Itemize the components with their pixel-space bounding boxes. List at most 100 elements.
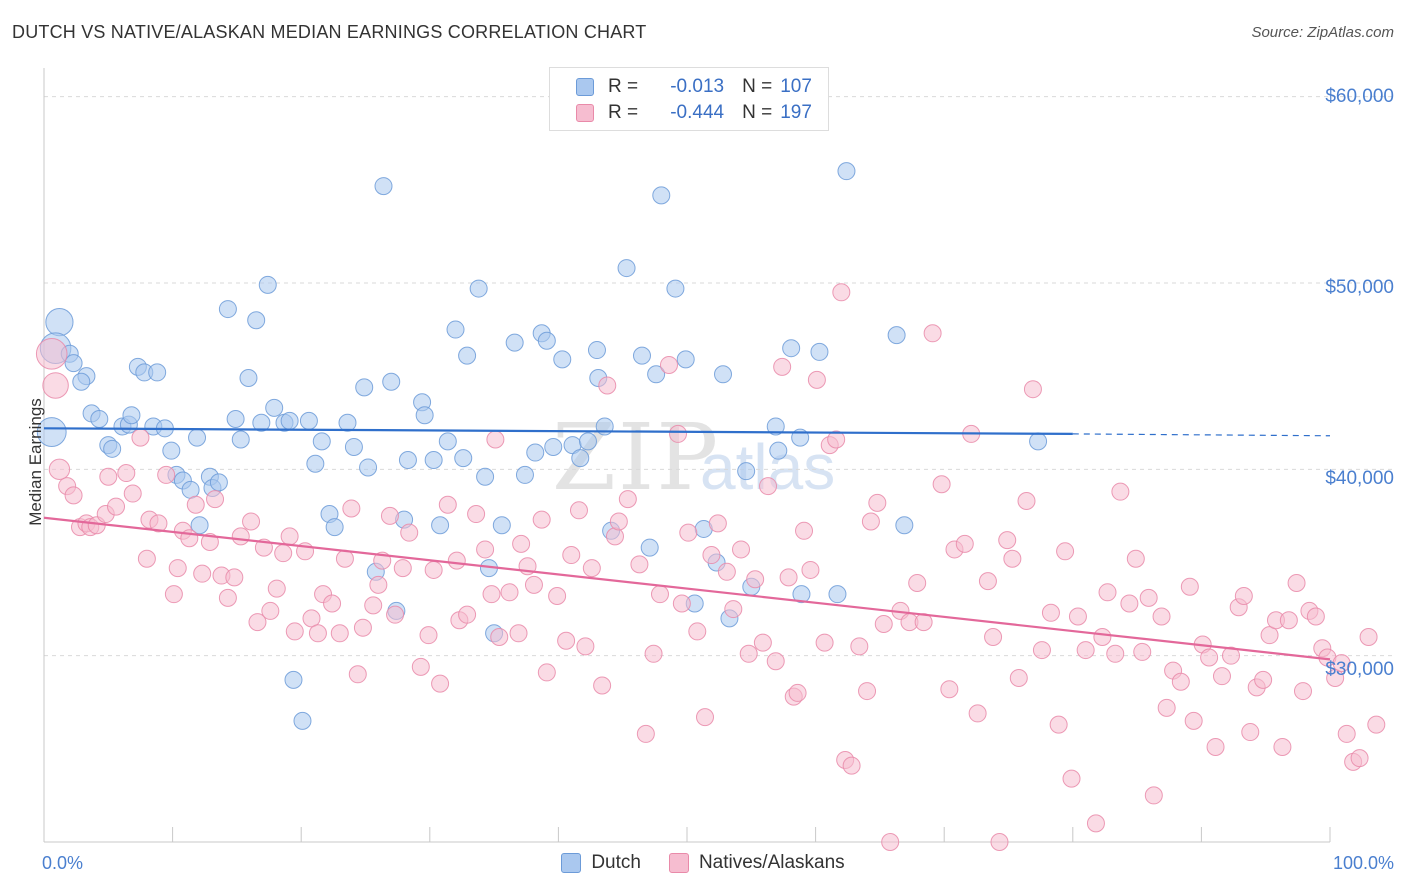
legend-n-value-natives: 197	[780, 102, 812, 123]
point-natives-4	[64, 486, 83, 505]
point-dutch-42	[312, 432, 331, 451]
point-dutch-45	[338, 413, 357, 432]
x-tick-label-0: 0.0%	[42, 853, 84, 873]
point-natives-25	[200, 532, 219, 551]
point-natives-83	[598, 376, 617, 395]
legend-n-label: N =	[742, 76, 773, 97]
point-natives-100	[724, 600, 743, 619]
point-natives-112	[801, 560, 820, 579]
point-natives-56	[411, 657, 430, 676]
point-natives-38	[285, 622, 304, 641]
point-natives-153	[1093, 628, 1112, 647]
point-natives-49	[364, 596, 383, 615]
point-natives-15	[137, 549, 156, 568]
point-natives-140	[998, 531, 1017, 550]
point-natives-171	[1212, 667, 1231, 686]
point-natives-29	[225, 568, 244, 587]
point-natives-71	[512, 534, 531, 553]
point-natives-75	[537, 663, 556, 682]
point-natives-130	[923, 324, 942, 343]
point-natives-67	[486, 430, 505, 449]
point-natives-84	[605, 527, 624, 546]
point-dutch-37	[284, 670, 303, 689]
series-legend-dutch[interactable]: Dutch	[561, 852, 641, 874]
point-natives-134	[955, 534, 974, 553]
point-natives-34	[261, 601, 280, 620]
point-natives-78	[562, 546, 581, 565]
point-natives-138	[984, 628, 1003, 647]
point-dutch-32	[247, 311, 266, 330]
point-natives-185	[1306, 607, 1325, 626]
point-natives-54	[393, 559, 412, 578]
point-natives-157	[1120, 594, 1139, 613]
point-dutch-44	[325, 518, 344, 537]
point-dutch-40	[299, 411, 318, 430]
trendline-dutch	[43, 427, 1073, 436]
point-natives-110	[788, 683, 807, 702]
legend-row-dutch: R = -0.013 N = 107	[550, 74, 812, 100]
point-dutch-54	[398, 451, 417, 469]
point-natives-50	[369, 575, 388, 594]
point-natives-79	[569, 501, 588, 520]
point-dutch-63	[469, 279, 488, 298]
point-natives-193	[1359, 628, 1378, 647]
point-natives-26	[206, 490, 225, 509]
series-legend-natives[interactable]: Natives/Alaskans	[668, 852, 845, 874]
point-natives-154	[1098, 583, 1117, 602]
point-natives-152	[1086, 814, 1105, 833]
chart-source: Source: ZipAtlas.com	[1251, 24, 1394, 41]
point-natives-113	[807, 370, 826, 389]
point-dutch-24	[190, 516, 209, 535]
point-natives-120	[850, 637, 869, 656]
y-tick-label-30000: $30,000	[1325, 659, 1394, 680]
point-natives-125	[881, 833, 900, 851]
point-dutch-58	[431, 516, 450, 535]
point-natives-159	[1133, 642, 1152, 661]
point-dutch-28	[218, 300, 237, 319]
point-natives-101	[732, 540, 751, 559]
point-natives-73	[524, 575, 543, 594]
point-natives-108	[779, 568, 798, 587]
point-natives-86	[618, 490, 637, 509]
point-natives-19	[164, 585, 183, 604]
point-natives-155	[1106, 644, 1125, 663]
point-natives-123	[868, 493, 887, 512]
point-natives-53	[386, 605, 405, 624]
point-natives-31	[242, 512, 261, 531]
y-tick-label-60000: $60,000	[1325, 86, 1394, 107]
point-natives-147	[1049, 715, 1068, 734]
point-natives-63	[458, 605, 477, 624]
point-natives-80	[576, 637, 595, 656]
point-natives-192	[1350, 749, 1369, 768]
point-natives-66	[482, 585, 501, 604]
point-dutch-34	[258, 275, 277, 294]
point-dutch-46	[344, 437, 363, 456]
chart-title: DUTCH VS NATIVE/ALASKAN MEDIAN EARNINGS …	[12, 22, 647, 42]
point-natives-175	[1241, 723, 1260, 742]
point-natives-46	[342, 499, 361, 518]
point-dutch-78	[587, 341, 606, 360]
point-natives-17	[149, 514, 168, 533]
point-dutch-33	[252, 413, 271, 432]
point-dutch-48	[359, 458, 378, 477]
point-natives-106	[766, 652, 785, 671]
point-natives-167	[1184, 711, 1203, 730]
point-natives-40	[302, 609, 321, 628]
point-natives-44	[330, 624, 349, 643]
legend-swatch-natives	[576, 104, 594, 122]
point-dutch-6	[72, 372, 91, 391]
point-natives-178	[1260, 626, 1279, 645]
point-dutch-23	[188, 428, 207, 447]
point-natives-2	[48, 458, 71, 481]
point-dutch-84	[640, 538, 659, 557]
point-natives-137	[978, 572, 997, 591]
point-natives-30	[231, 527, 250, 546]
point-natives-59	[431, 674, 450, 693]
point-natives-91	[659, 355, 678, 374]
point-natives-162	[1152, 607, 1171, 626]
point-natives-183	[1293, 682, 1312, 701]
point-dutch-85	[647, 365, 666, 384]
point-natives-90	[650, 585, 669, 604]
series-swatch-natives	[668, 853, 689, 873]
point-natives-20	[168, 559, 187, 578]
